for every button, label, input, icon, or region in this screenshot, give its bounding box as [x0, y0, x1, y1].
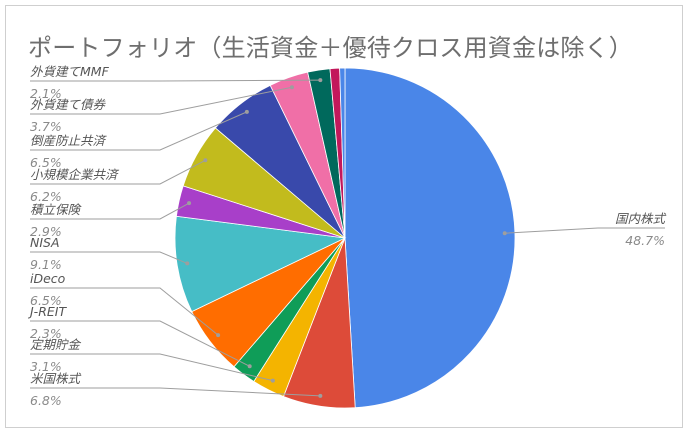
leader-line-1 — [30, 387, 321, 397]
slice-pct-0: 48.7% — [625, 233, 665, 248]
slice-pct-1: 6.8% — [30, 393, 62, 408]
pie-slice-extra-1 — [339, 67, 346, 239]
leader-line-5 — [30, 251, 188, 264]
slice-label-5: NISA — [30, 235, 60, 250]
leader-line-3 — [30, 320, 250, 367]
slice-pct-9: 3.7% — [30, 119, 62, 134]
leader-line-7 — [30, 159, 206, 185]
slice-pct-7: 6.2% — [30, 189, 62, 204]
slice-label-0: 国内株式 — [615, 211, 667, 226]
slice-label-4: iDeco — [30, 271, 66, 286]
pie-slice-0 — [344, 67, 516, 409]
slice-label-3: J-REIT — [27, 304, 67, 319]
slice-label-2: 定期貯金 — [30, 337, 82, 352]
leader-line-2 — [30, 353, 273, 382]
slice-label-6: 積立保険 — [30, 202, 83, 217]
slice-label-10: 外貨建てMMF — [30, 64, 110, 79]
slice-pct-4: 6.5% — [30, 293, 62, 308]
leader-line-8 — [30, 111, 248, 151]
slice-pct-3: 2.3% — [30, 326, 62, 341]
slice-pct-2: 3.1% — [30, 359, 62, 374]
pie-slice-5 — [174, 215, 347, 313]
leader-line-9 — [30, 86, 293, 115]
leader-line-10 — [30, 79, 321, 82]
chart-title: ポートフォリオ（生活資金＋優待クロス用資金は除く） — [28, 34, 633, 62]
leader-line-4 — [30, 287, 219, 336]
slice-label-1: 米国株式 — [30, 371, 82, 386]
slice-pct-5: 9.1% — [30, 257, 62, 272]
slice-label-7: 小規模企業共済 — [30, 167, 120, 182]
slice-pct-10: 2.1% — [30, 86, 62, 101]
slice-label-8: 倒産防止共済 — [30, 133, 108, 148]
slice-pct-8: 6.5% — [30, 155, 62, 170]
leader-line-0 — [504, 227, 665, 234]
slice-pct-6: 2.9% — [30, 224, 62, 239]
slice-label-9: 外貨建て債券 — [30, 97, 107, 112]
leader-line-6 — [30, 202, 190, 220]
